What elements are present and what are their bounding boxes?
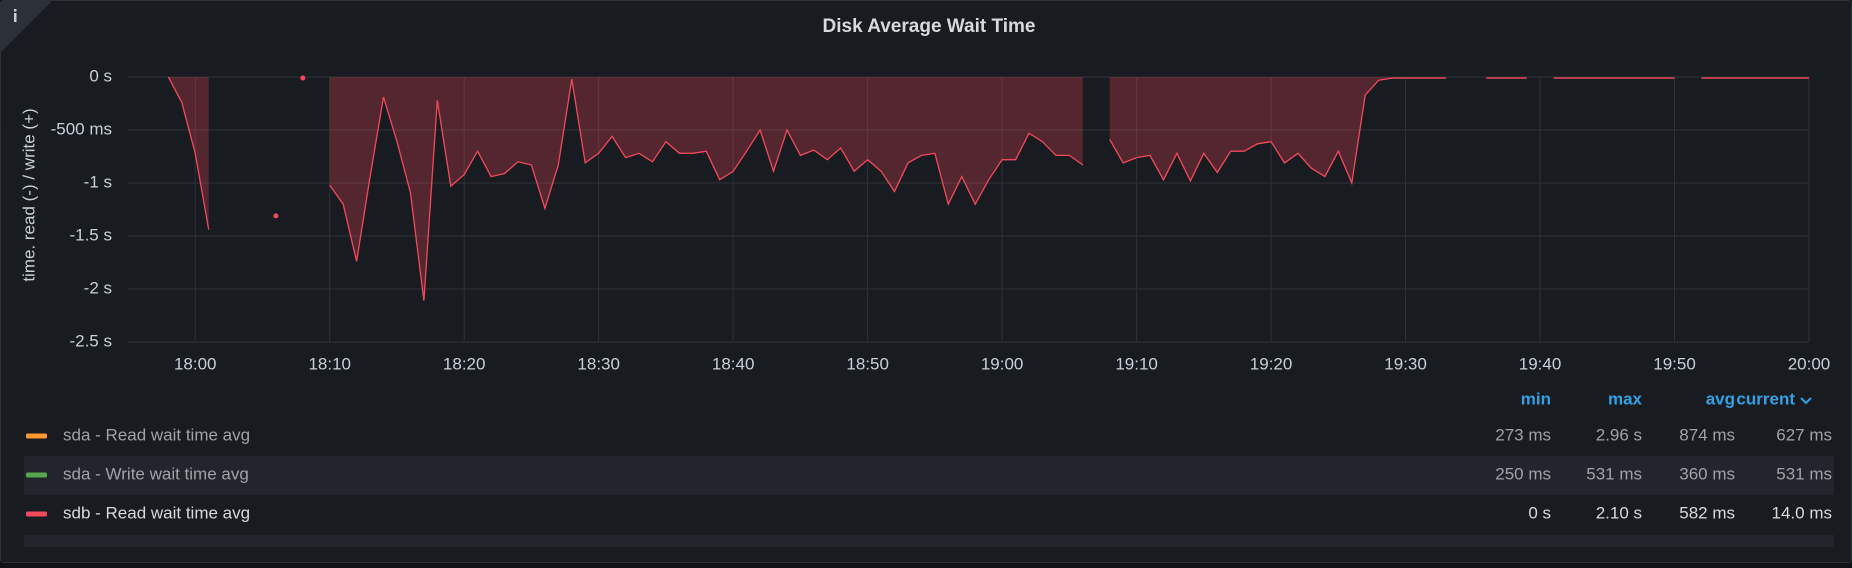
x-tick-label: 18:00: [174, 354, 217, 373]
area-fill: [168, 77, 209, 230]
legend-value: 0 s: [1528, 503, 1551, 522]
x-tick-label: 18:50: [846, 354, 889, 373]
legend-name[interactable]: sdb - Read wait time avg: [63, 503, 250, 522]
legend-row-stripe: [24, 535, 1834, 547]
x-tick-label: 19:00: [981, 354, 1024, 373]
legend-value: 531 ms: [1776, 464, 1832, 483]
sort-chevron[interactable]: [1800, 397, 1812, 405]
legend-name[interactable]: sda - Write wait time avg: [63, 464, 249, 483]
y-tick-label: -1 s: [84, 172, 112, 191]
info-corner[interactable]: [1, 1, 52, 52]
data-point: [300, 75, 306, 81]
legend-value: 273 ms: [1495, 425, 1551, 444]
x-tick-label: 19:10: [1115, 354, 1158, 373]
x-tick-label: 18:10: [308, 354, 351, 373]
info-icon-dot: [14, 9, 17, 12]
legend-row-stripe: [24, 456, 1834, 495]
x-tick-label: 19:20: [1250, 354, 1293, 373]
y-tick-label: 0 s: [89, 66, 112, 85]
legend-value: 2.96 s: [1596, 425, 1642, 444]
area-fill: [329, 77, 1083, 301]
x-tick-label: 18:40: [712, 354, 755, 373]
legend-value: 360 ms: [1679, 464, 1735, 483]
legend-value: 874 ms: [1679, 425, 1735, 444]
legend-value: 2.10 s: [1596, 503, 1642, 522]
x-tick-label: 19:30: [1384, 354, 1427, 373]
line: [167, 76, 210, 230]
legend-value: 531 ms: [1586, 464, 1642, 483]
legend-header: current: [1736, 389, 1795, 408]
legend-value: 627 ms: [1776, 425, 1832, 444]
legend-value: 582 ms: [1679, 503, 1735, 522]
chart-title: Disk Average Wait Time: [823, 16, 1036, 37]
x-tick-label: 20:00: [1788, 354, 1831, 373]
line: [1109, 77, 1446, 186]
y-tick-label: -2.5 s: [69, 331, 112, 350]
data-point: [273, 213, 279, 219]
legend-swatch: [26, 433, 47, 439]
line: [329, 78, 1084, 301]
y-axis-title: time. read (-) / write (+): [19, 108, 38, 281]
legend-clip: [1, 547, 1851, 562]
legend-header: min: [1521, 389, 1551, 408]
legend-header: max: [1608, 389, 1643, 408]
x-tick-label: 18:30: [577, 354, 620, 373]
info-icon: [14, 13, 17, 22]
x-tick-label: 18:20: [443, 354, 486, 373]
y-tick-label: -2 s: [84, 278, 112, 297]
area-fill: [1109, 77, 1446, 183]
legend-value: 14.0 ms: [1772, 503, 1832, 522]
x-tick-label: 19:50: [1653, 354, 1696, 373]
legend-value: 250 ms: [1495, 464, 1551, 483]
y-tick-label: -1.5 s: [69, 225, 112, 244]
y-tick-label: -500 ms: [51, 119, 112, 138]
legend-name[interactable]: sda - Read wait time avg: [63, 425, 250, 444]
x-tick-label: 19:40: [1519, 354, 1562, 373]
legend-swatch: [26, 511, 47, 517]
legend-swatch: [26, 472, 47, 478]
legend-header: avg: [1706, 389, 1735, 408]
